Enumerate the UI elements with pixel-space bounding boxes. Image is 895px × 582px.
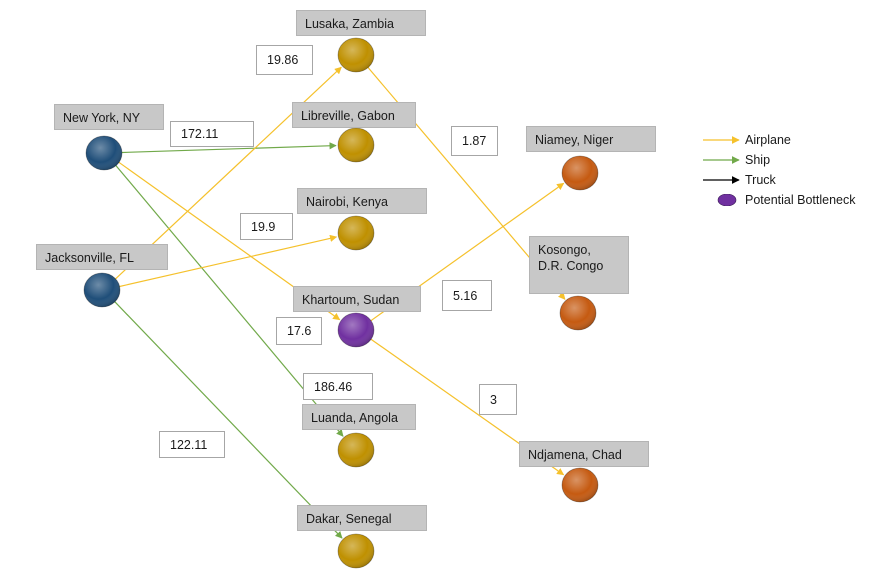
- node-dakar: [337, 533, 375, 569]
- node-lusaka: [337, 37, 375, 73]
- legend-item-ship: Ship: [703, 150, 856, 170]
- node-niamey: [561, 155, 599, 191]
- ship-arrow-icon: [703, 156, 740, 164]
- bottleneck-dot-icon: [717, 194, 737, 206]
- node-label-nairobi: Nairobi, Kenya: [297, 188, 427, 214]
- truck-arrow-icon: [703, 176, 740, 184]
- node-ndjamena: [561, 467, 599, 503]
- node-label-khartoum: Khartoum, Sudan: [293, 286, 421, 312]
- flow-value-libreville: 172.11: [170, 121, 254, 147]
- edge-jacksonville-to-nairobi: [119, 234, 338, 288]
- node-label-ndjamena: Ndjamena, Chad: [519, 441, 649, 467]
- flow-value-nairobi: 19.9: [240, 213, 293, 240]
- node-kosongo: [559, 295, 597, 331]
- legend-label-airplane: Airplane: [745, 133, 791, 147]
- node-label-luanda: Luanda, Angola: [302, 404, 416, 430]
- node-label-lusaka: Lusaka, Zambia: [296, 10, 426, 36]
- node-nairobi: [337, 215, 375, 251]
- edge-new_york-to-libreville: [121, 142, 337, 154]
- node-new_york: [85, 135, 123, 171]
- node-label-niamey: Niamey, Niger: [526, 126, 656, 152]
- legend: Airplane Ship Truck Potential Bottleneck: [703, 130, 856, 210]
- flow-value-khartoum-in: 17.6: [276, 317, 322, 345]
- node-luanda: [337, 432, 375, 468]
- flow-value-kosongo: 1.87: [451, 126, 498, 156]
- edge-jacksonville-to-dakar: [114, 301, 343, 539]
- flow-value-lusaka: 19.86: [256, 45, 313, 75]
- legend-label-ship: Ship: [745, 153, 771, 167]
- legend-item-bottleneck: Potential Bottleneck: [703, 190, 856, 210]
- node-libreville: [337, 127, 375, 163]
- node-label-libreville: Libreville, Gabon: [292, 102, 416, 128]
- node-label-dakar: Dakar, Senegal: [297, 505, 427, 531]
- node-label-new-york: New York, NY: [54, 104, 164, 130]
- flow-value-dakar: 122.11: [159, 431, 225, 458]
- node-label-jacksonville: Jacksonville, FL: [36, 244, 168, 270]
- flow-value-ndjamena: 3: [479, 384, 517, 415]
- node-jacksonville: [83, 272, 121, 308]
- flow-value-niamey: 5.16: [442, 280, 492, 311]
- airplane-arrow-icon: [703, 136, 740, 144]
- legend-label-bottleneck: Potential Bottleneck: [745, 193, 856, 207]
- node-khartoum: [337, 312, 375, 348]
- node-label-kosongo: Kosongo, D.R. Congo: [529, 236, 629, 294]
- legend-item-truck: Truck: [703, 170, 856, 190]
- legend-label-truck: Truck: [745, 173, 776, 187]
- legend-item-airplane: Airplane: [703, 130, 856, 150]
- flow-value-luanda: 186.46: [303, 373, 373, 400]
